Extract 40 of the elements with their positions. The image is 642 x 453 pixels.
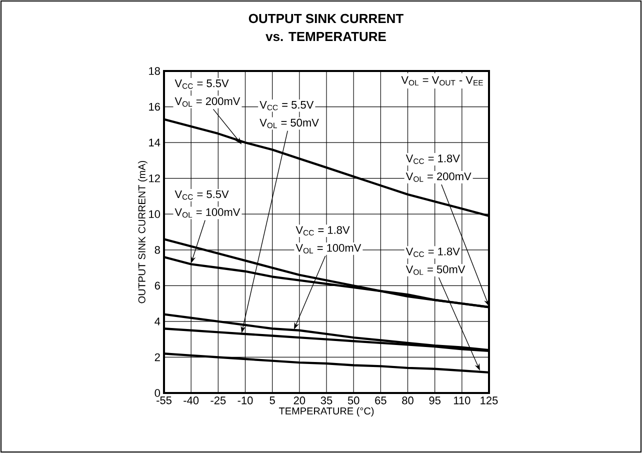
annotation: V$_{CC}$ = 5.5V [174,80,229,89]
y-tick-label: 4 [154,318,160,326]
x-tick-label: 65 [375,396,386,404]
x-tick-label: -25 [210,396,226,404]
annotation: V$_{CC}$ = 1.8V [406,248,460,257]
y-tick-label: 16 [149,102,160,111]
annotation: V$_{OL}$ = 50mV [260,118,319,128]
annotation: V$_{OL}$ = 200mV [174,97,240,107]
x-tick-label: 95 [429,396,440,404]
y-tick-label: 10 [149,210,160,218]
x-axis-title: TEMPERATURE (°C) [278,407,374,417]
x-tick-label: 80 [402,396,414,404]
annotation: V$_{CC}$ = 1.8V [406,154,460,164]
x-tick-label: -40 [184,396,199,404]
annotation: V$_{CC}$ = 5.5V [174,190,229,200]
x-tick-label: 110 [454,396,470,404]
x-tick-label: 20 [294,396,306,404]
y-tick-label: 18 [149,67,160,75]
annotation: V$_{OL}$ = 50mV [406,265,466,275]
x-tick-label: -10 [238,396,253,404]
annotation: V$_{OL}$ = 200mV [406,172,472,182]
y-tick-label: 0 [154,389,160,397]
y-axis-title: OUTPUT SINK CURRENT (mA) [138,160,148,304]
annotation: V$_{OL}$ = 100mV [296,244,362,254]
x-tick-label: 35 [320,396,332,404]
y-tick-label: 2 [154,353,160,362]
annotation: V$_{OL}$ = 100mV [174,208,240,218]
annotation: V$_{CC}$ = 5.5V [260,101,314,110]
chart-title: OUTPUT SINK CURRENT [248,14,404,24]
x-tick-label: 50 [348,396,360,404]
y-tick-label: 14 [149,138,160,146]
y-tick-label: 6 [154,282,160,290]
y-tick-label: 12 [149,174,160,182]
chart-subtitle: vs. TEMPERATURE [266,32,386,42]
x-tick-label: 125 [480,396,498,404]
annotation: V$_{CC}$ = 1.8V [296,226,350,236]
x-tick-label: -55 [156,396,172,404]
y-tick-label: 8 [154,246,160,254]
x-tick-label: 5 [270,396,275,404]
annotation: V$_{OL}$ = V$_{OUT}$ - V$_{EE}$ [401,76,483,86]
